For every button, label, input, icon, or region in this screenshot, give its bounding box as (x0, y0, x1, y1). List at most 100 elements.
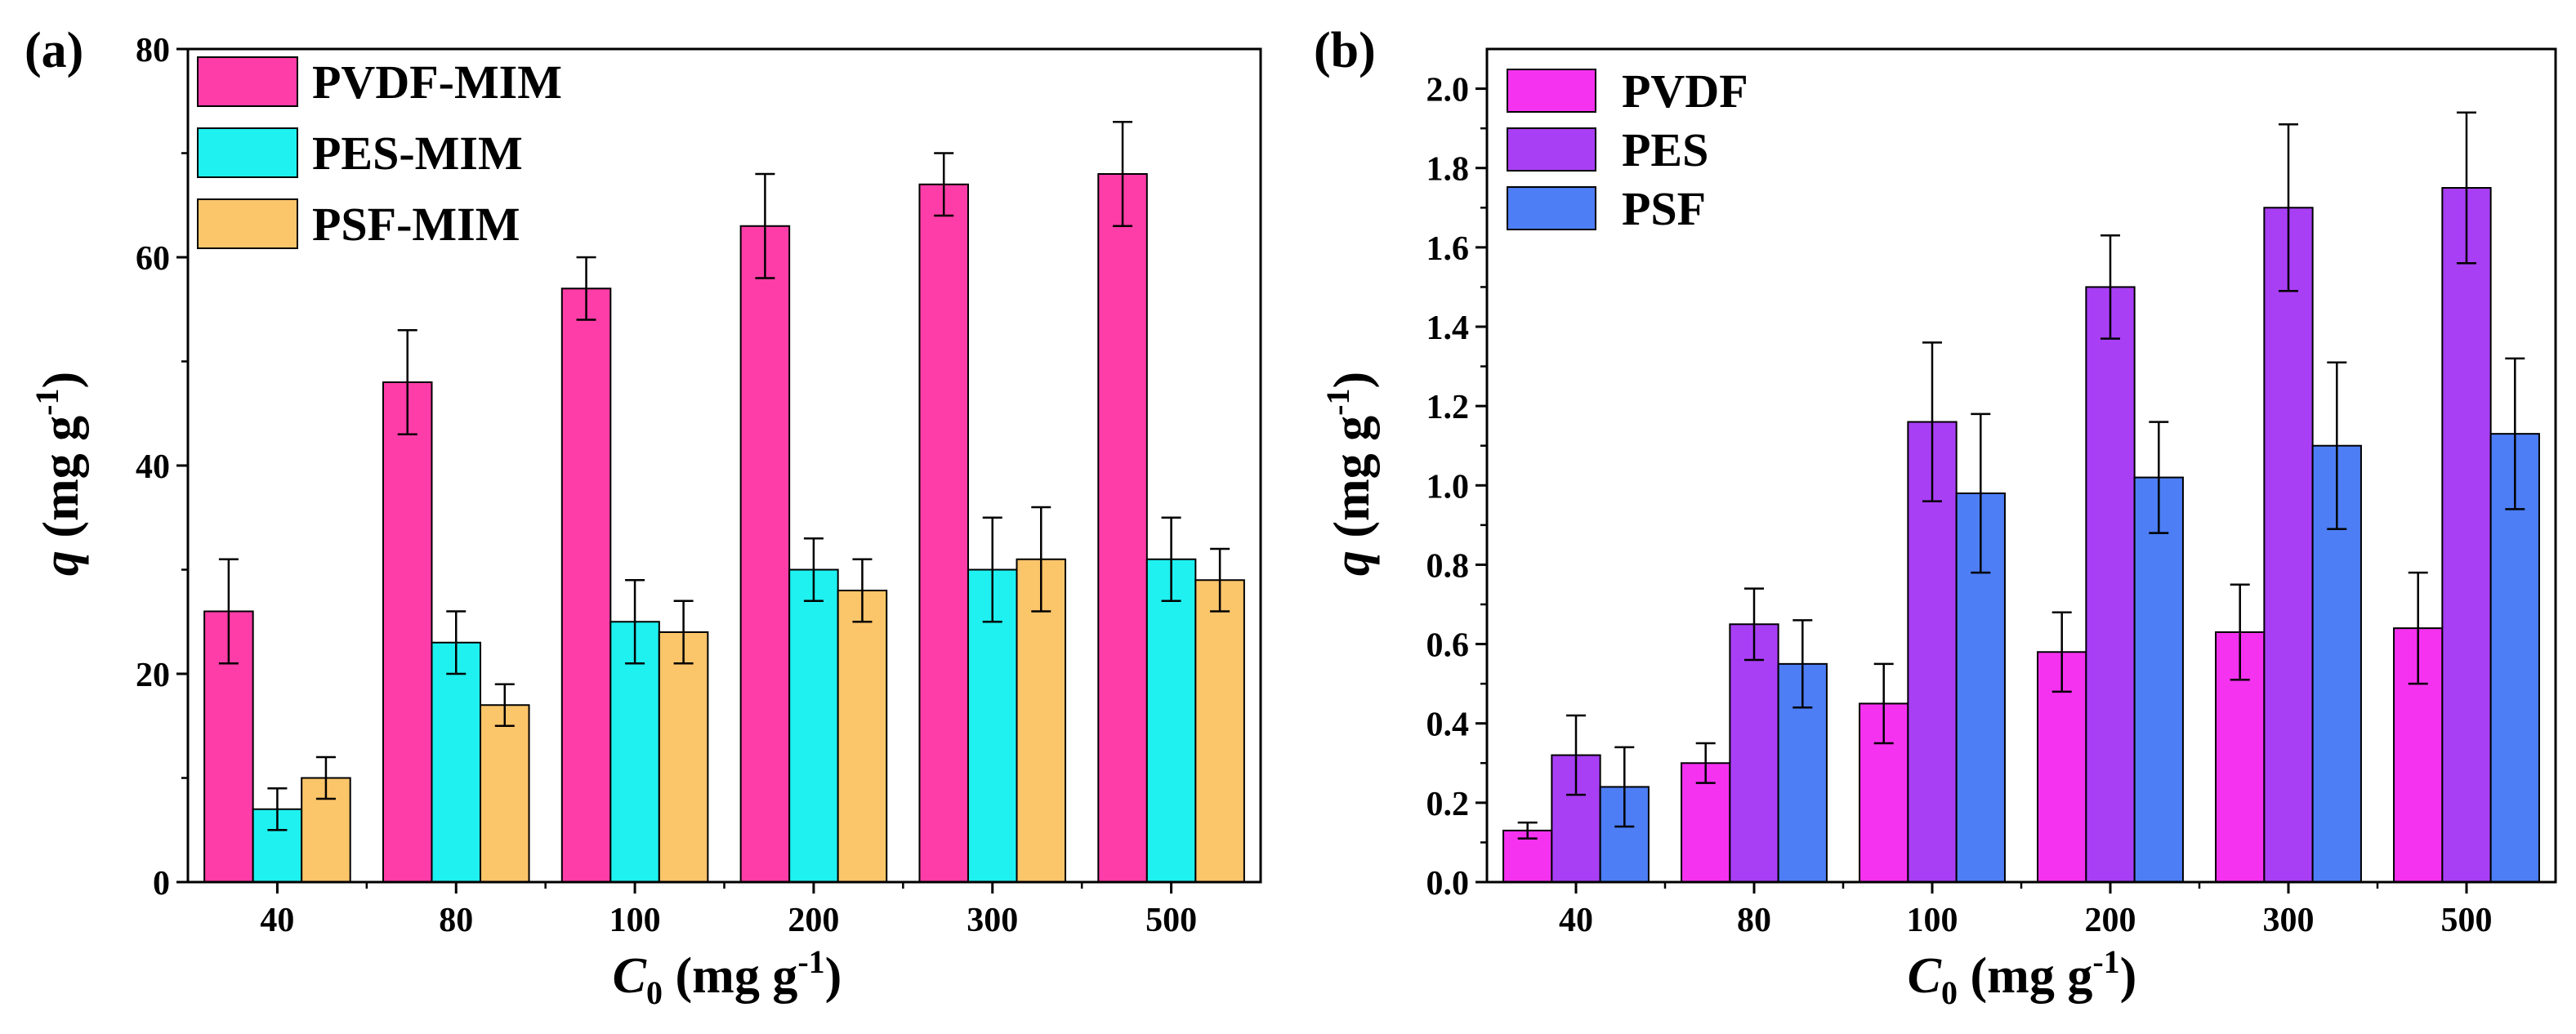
bar-psf-200 (2133, 476, 2184, 883)
errorbar-pes-80 (1744, 587, 1764, 662)
x-axis-symbol: C (613, 948, 647, 1004)
y-axis-unit: (mg g (33, 416, 89, 550)
errorbar-psf-300 (2327, 361, 2347, 530)
errorbar-psf-200 (2149, 421, 2169, 534)
y-axis-superscript: -1 (1319, 389, 1356, 416)
errorbar-psf-mim-80 (494, 683, 515, 727)
errorbar-psf-500 (2505, 357, 2525, 510)
errorbar-psf-mim-300 (1031, 506, 1051, 613)
errorbar-pvdf-500 (2408, 571, 2428, 685)
bar-psf-mim-300 (1016, 558, 1067, 883)
panel-a: 0 20 40 60 80 40 80 100 200 300 500 PVDF-MIM PES-MIM… (25, 23, 1262, 1011)
x-axis-subscript: 0 (1941, 974, 1958, 1011)
x-axis-close: ) (825, 948, 842, 1004)
panel-label: (b) (1314, 23, 1376, 78)
x-tick-label: 500 (2441, 902, 2493, 939)
bar-pes-mim-80 (431, 641, 482, 883)
errorbar-pvdf-mim-40 (218, 558, 239, 665)
errorbar-psf-40 (1614, 746, 1635, 828)
y-tick-label: 0.4 (1426, 706, 1470, 744)
errorbar-pes-mim-200 (803, 537, 824, 602)
x-tick-label: 80 (439, 902, 473, 939)
y-axis-title: q (mg g-1) (29, 372, 89, 576)
legend-swatch-pvdf (1507, 69, 1596, 113)
y-axis-superscript: -1 (29, 389, 65, 416)
x-tick-label: 40 (1559, 902, 1593, 939)
x-tick-label: 40 (260, 902, 294, 939)
bar-pes-500 (2441, 187, 2492, 883)
legend-label-psf-mim: PSF-MIM (312, 198, 520, 251)
x-tick-label: 100 (609, 902, 661, 939)
y-tick-label: 0.8 (1426, 547, 1470, 585)
errorbar-psf-80 (1792, 619, 1813, 709)
x-axis-close: ) (2120, 948, 2137, 1004)
legend-swatch-pes-mim (197, 127, 298, 178)
x-tick-label: 500 (1145, 902, 1197, 939)
errorbar-pvdf-mim-200 (755, 172, 775, 279)
x-axis-title: C0 (mg g-1) (613, 943, 842, 1011)
bar-pvdf-mim-80 (382, 381, 433, 883)
y-tick-label: 1.2 (1426, 389, 1470, 426)
x-axis-unit: (mg g (663, 948, 797, 1004)
y-tick-label: 80 (136, 32, 170, 69)
y-tick-label: 20 (136, 657, 170, 694)
x-tick-label: 100 (1907, 902, 1958, 939)
bar-psf-mim-500 (1194, 579, 1245, 883)
y-axis-close: ) (1324, 372, 1380, 389)
errorbar-pvdf-mim-100 (576, 256, 596, 321)
x-axis-superscript: -1 (797, 943, 824, 980)
errorbar-pes-40 (1566, 714, 1586, 796)
x-axis-superscript: -1 (2092, 943, 2119, 980)
bar-pvdf-mim-500 (1097, 173, 1148, 883)
legend-label-pvdf: PVDF (1622, 65, 1748, 118)
legend-swatch-psf (1507, 186, 1596, 230)
x-axis-unit: (mg g (1958, 948, 2092, 1004)
y-tick-label: 1.4 (1426, 310, 1470, 347)
x-tick-label: 80 (1737, 902, 1771, 939)
errorbar-pvdf-mim-80 (397, 329, 417, 435)
errorbar-pvdf-mim-500 (1113, 121, 1133, 227)
bar-psf-mim-200 (837, 590, 888, 883)
y-tick-label: 1.0 (1426, 468, 1470, 506)
y-axis-symbol: q (33, 550, 89, 576)
y-axis-symbol: q (1324, 550, 1380, 576)
bar-pes-mim-200 (788, 568, 839, 883)
bar-pvdf-mim-200 (739, 225, 791, 883)
errorbar-pvdf-80 (1695, 742, 1716, 784)
y-axis-title: q (mg g-1) (1319, 372, 1380, 576)
y-tick-label: 60 (136, 240, 170, 278)
legend-swatch-pes (1507, 127, 1596, 172)
errorbar-pes-500 (2457, 111, 2476, 265)
y-tick-label: 0 (153, 865, 170, 903)
errorbar-pes-mim-500 (1161, 516, 1181, 602)
legend-label-psf: PSF (1622, 182, 1706, 235)
errorbar-pvdf-300 (2230, 583, 2250, 681)
errorbar-psf-mim-500 (1210, 547, 1230, 613)
y-tick-label: 0.0 (1426, 865, 1470, 903)
errorbar-pvdf-40 (1517, 821, 1538, 840)
errorbar-psf-100 (1971, 412, 1991, 574)
bar-pes-80 (1729, 623, 1779, 883)
legend-label-pvdf-mim: PVDF-MIM (312, 56, 562, 109)
x-axis-symbol: C (1908, 948, 1942, 1004)
errorbar-pes-100 (1922, 341, 1942, 502)
y-tick-label: 2.0 (1426, 72, 1470, 109)
legend-swatch-psf-mim (197, 198, 298, 249)
errorbar-psf-mim-40 (315, 755, 336, 800)
x-tick-label: 300 (2263, 902, 2315, 939)
errorbar-pes-mim-80 (446, 610, 467, 675)
bar-pes-200 (2085, 286, 2136, 883)
x-tick-label: 200 (788, 902, 839, 939)
errorbar-psf-mim-200 (852, 558, 873, 623)
errorbar-psf-mim-100 (673, 599, 694, 665)
legend-label-pes-mim: PES-MIM (312, 127, 523, 180)
y-tick-label: 0.2 (1426, 786, 1470, 823)
y-tick-label: 0.6 (1426, 627, 1470, 665)
y-axis-close: ) (33, 372, 89, 389)
errorbar-pvdf-mim-300 (934, 152, 954, 217)
bar-pvdf-mim-100 (560, 287, 612, 883)
errorbar-pes-300 (2279, 123, 2298, 292)
y-tick-label: 1.8 (1426, 151, 1470, 189)
